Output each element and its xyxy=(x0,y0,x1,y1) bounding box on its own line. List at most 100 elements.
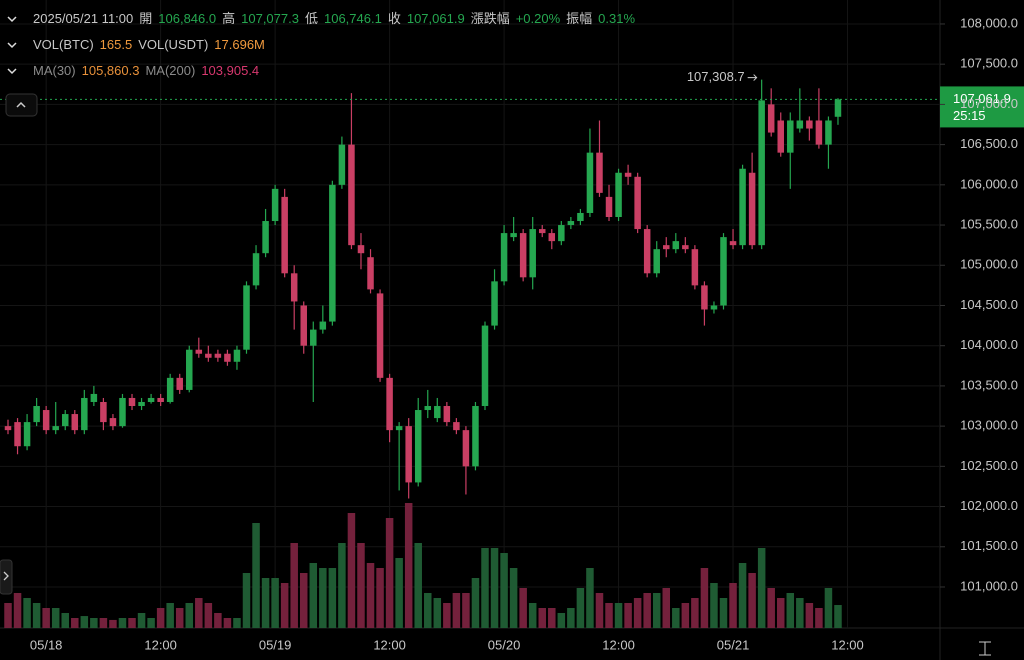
volume-bar xyxy=(347,513,356,628)
volume-bar xyxy=(23,598,31,628)
volume-bar xyxy=(13,593,22,628)
x-tick-label: 05/21 xyxy=(717,637,750,652)
volume-bar xyxy=(71,618,79,628)
volume-bar xyxy=(471,578,480,628)
candle-body xyxy=(262,221,269,254)
collapse-icon[interactable] xyxy=(7,16,17,23)
collapse-arrow xyxy=(16,101,26,108)
candle-body xyxy=(329,184,336,322)
volume-bar xyxy=(824,588,833,628)
x-tick-label: 12:00 xyxy=(831,637,864,652)
volume-bar xyxy=(433,598,442,628)
volume-bar xyxy=(376,568,384,628)
collapse-button[interactable] xyxy=(5,93,38,117)
volume-bar xyxy=(815,608,823,628)
candle-body xyxy=(395,426,403,431)
volume-bar xyxy=(109,619,117,628)
y-tick-label: 103,500.0 xyxy=(960,377,1018,392)
header-field: 收 xyxy=(388,11,401,26)
candle-body xyxy=(472,406,479,467)
candle-body xyxy=(643,229,651,274)
header: 2025/05/21 11:00 開 106,846.0 高 107,077.3 低 106… xyxy=(7,11,635,78)
candle-body xyxy=(777,120,784,153)
volume-bar xyxy=(223,618,232,628)
volume-bar xyxy=(280,583,289,628)
volume-bar xyxy=(595,593,604,628)
collapse-icon[interactable] xyxy=(7,68,17,75)
candle-body xyxy=(109,418,117,427)
y-tick-label: 102,500.0 xyxy=(960,458,1018,473)
max-price-arrow xyxy=(747,74,758,81)
header-field: 振幅 xyxy=(566,11,592,26)
candle-body xyxy=(128,397,136,407)
header-field: +0.20% xyxy=(516,11,561,26)
candle-body xyxy=(319,321,327,330)
candle-body xyxy=(834,99,842,117)
countdown: 25:15 xyxy=(953,108,986,123)
volume-bar xyxy=(548,608,556,628)
header-field: 2025/05/21 11:00 xyxy=(33,11,133,26)
header-field: 106,746.1 xyxy=(324,11,382,26)
candle-body xyxy=(405,426,412,483)
candle-body xyxy=(500,233,508,282)
y-tick-label: 105,000.0 xyxy=(960,257,1018,272)
volume-bar xyxy=(61,613,69,628)
candle-body xyxy=(166,377,174,402)
volume-bar xyxy=(309,563,318,628)
candle-body xyxy=(491,281,498,326)
scale-icon[interactable] xyxy=(979,641,991,656)
y-tick-label: 101,000.0 xyxy=(960,578,1018,593)
candle-body xyxy=(720,237,727,306)
candle-body xyxy=(414,410,422,483)
side-panel-button[interactable] xyxy=(0,559,13,595)
y-tick-label: 102,000.0 xyxy=(960,498,1018,513)
candles xyxy=(4,79,842,499)
volume-line: VOL(BTC) 165.5 VOL(USDT) 17.696M xyxy=(33,37,265,52)
candle-body xyxy=(796,120,804,129)
volume-bar xyxy=(357,543,365,628)
volume-bar xyxy=(395,558,403,628)
candle-body xyxy=(624,172,632,177)
candle-body xyxy=(739,168,746,246)
volume-bar xyxy=(404,503,413,628)
ohlc-line: 2025/05/21 11:00 開 106,846.0 高 107,077.3 低 106… xyxy=(33,11,635,26)
volume-bar xyxy=(576,588,585,628)
y-tick-label: 101,500.0 xyxy=(960,538,1018,553)
volume-bar xyxy=(214,613,222,628)
y-tick-label: 108,000.0 xyxy=(960,15,1018,30)
header-field: 105,860.3 xyxy=(82,63,140,78)
candle-body xyxy=(90,393,98,402)
volume-bar xyxy=(261,578,270,628)
candle-body xyxy=(825,120,832,145)
candle-body xyxy=(205,353,212,358)
candle-body xyxy=(443,406,451,423)
volume-bar xyxy=(4,603,12,628)
volume-bar xyxy=(338,543,346,628)
volume-bar xyxy=(691,598,699,628)
candle-body xyxy=(357,245,365,254)
candle-body xyxy=(596,152,603,193)
volume-bar xyxy=(319,568,327,628)
volume-bar xyxy=(681,603,690,628)
y-tick-label: 106,500.0 xyxy=(960,136,1018,151)
volume-bar xyxy=(557,613,566,628)
volume-bar xyxy=(233,618,241,628)
collapse-icon[interactable] xyxy=(7,42,17,49)
candle-body xyxy=(195,349,203,354)
y-tick-label: 104,000.0 xyxy=(960,337,1018,352)
candle-body xyxy=(653,249,660,274)
candle-body xyxy=(367,257,374,290)
candle-body xyxy=(758,100,765,246)
candle-body xyxy=(290,273,298,302)
candle-body xyxy=(577,212,584,222)
volume-bar xyxy=(137,613,146,628)
volume-bar xyxy=(156,608,165,628)
candle-body xyxy=(281,196,288,274)
candle-body xyxy=(224,353,231,362)
header-field: 165.5 xyxy=(100,37,133,52)
volume-bar xyxy=(366,563,375,628)
volume-bar xyxy=(538,608,546,628)
side-panel-arrow xyxy=(3,571,9,581)
candle-body xyxy=(33,406,40,423)
